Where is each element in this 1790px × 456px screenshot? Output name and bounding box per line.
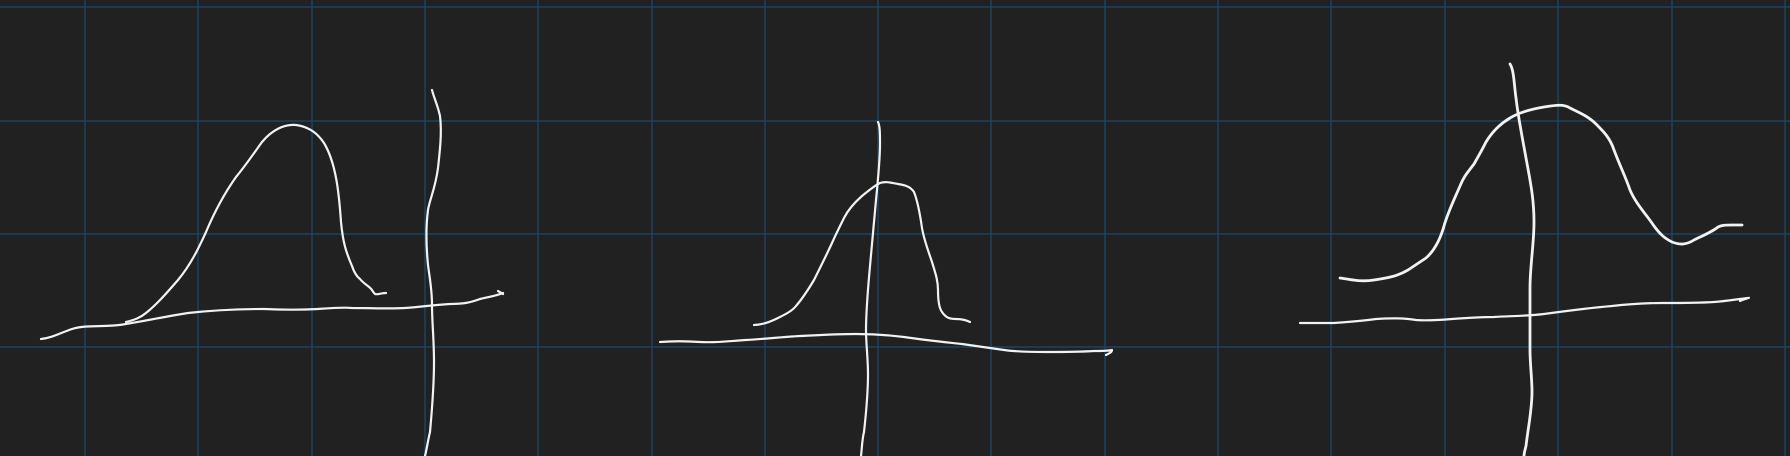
middle-vertical-axis-stroke[interactable] [859,120,882,456]
right-distribution-sketch[interactable] [1298,62,1750,456]
right-vertical-axis-stroke[interactable] [1508,62,1536,456]
left-horizontal-axis-stroke[interactable] [39,291,505,341]
middle-bell-curve-stroke[interactable] [752,181,972,327]
left-axis-arrow-tip-stroke[interactable] [496,289,505,296]
left-vertical-axis-stroke[interactable] [423,88,442,456]
right-horizontal-axis-stroke[interactable] [1298,296,1750,325]
left-bell-curve-stroke[interactable] [124,123,388,324]
left-distribution-sketch[interactable] [39,88,505,456]
middle-distribution-sketch[interactable] [658,120,1114,456]
middle-horizontal-axis-stroke[interactable] [658,332,1114,357]
right-bell-curve-stroke[interactable] [1338,103,1744,283]
